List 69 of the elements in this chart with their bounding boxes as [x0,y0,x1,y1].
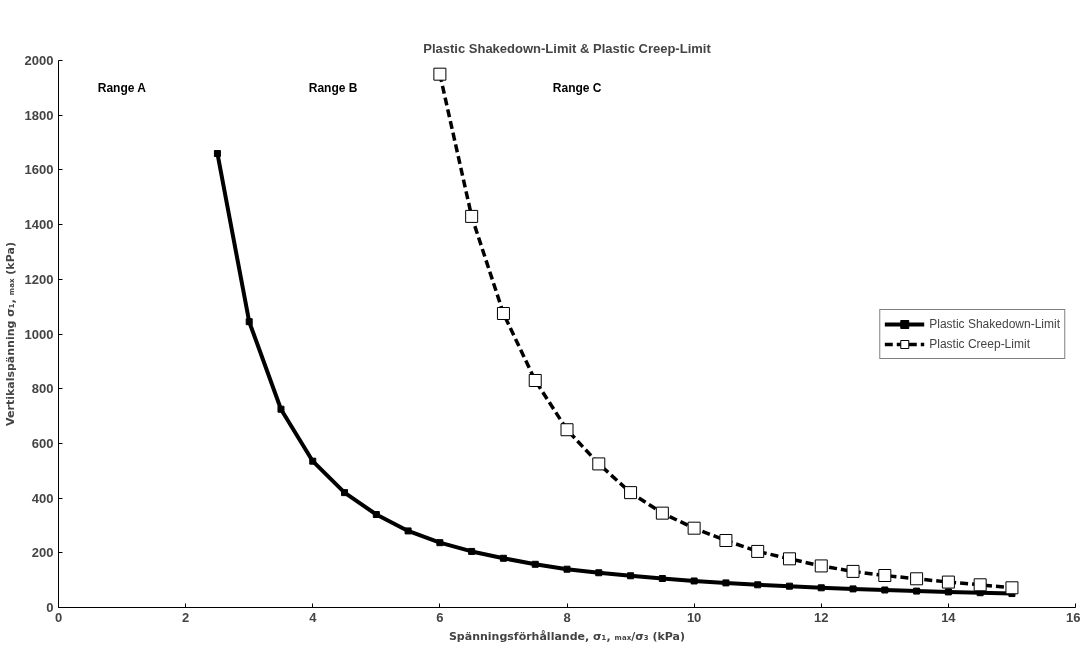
x-tick-label: 6 [436,609,444,625]
point [433,67,447,81]
x-tick-label: 10 [686,609,702,625]
point [973,578,987,592]
point [465,209,479,223]
y-tick-label: 600 [31,435,54,451]
point [309,457,317,465]
x-tick-label: 2 [182,609,190,625]
point [941,575,955,589]
point [881,586,889,594]
y-axis-title: Vertikalspänning σ₁, ₘₐₓ (kPa) [3,242,17,426]
point [913,587,921,595]
x-tick-label: 16 [1066,609,1081,625]
point [719,533,733,547]
point [722,579,730,587]
point [944,588,952,596]
legend-label: Plastic Creep-Limit [929,336,1030,351]
y-tick-label: 1800 [24,107,54,123]
point [277,405,285,413]
point [595,569,603,577]
point [785,582,793,590]
legend-label: Plastic Shakedown-Limit [929,316,1060,331]
point [690,577,698,585]
point [499,554,507,562]
y-tick-label: 1200 [24,271,54,287]
point [245,318,253,326]
y-tick-label: 1000 [24,326,54,342]
point [782,552,796,566]
point [404,527,412,535]
point [372,511,380,519]
point [528,373,542,387]
y-tick-label: 2000 [24,53,54,68]
point [563,565,571,573]
annotation: Range A [97,80,147,95]
annotation: Range B [308,80,358,95]
point [560,423,574,437]
point [910,572,924,586]
point [814,559,828,573]
point [468,547,476,555]
y-tick-label: 1400 [24,217,54,233]
point [655,506,669,520]
chart-title: Plastic Shakedown-Limit & Plastic Creep-Limit [423,40,712,56]
point [846,564,860,578]
point [817,584,825,592]
y-tick-label: 800 [31,381,54,397]
y-tick-label: 400 [31,490,54,506]
point [531,560,539,568]
y-tick-label: 200 [31,545,54,561]
x-axis-title: Spänningsförhållande, σ₁, ₘₐₓ/σ₃ (kPa) [448,629,686,643]
x-tick-label: 4 [309,609,318,625]
x-tick-label: 8 [563,609,571,625]
annotation: Range C [552,80,602,95]
point [213,149,221,157]
point [687,521,701,535]
point [496,306,510,320]
point [624,486,638,500]
point [1005,581,1019,595]
point [627,572,635,580]
point [436,539,444,547]
point [341,489,349,497]
point [878,569,892,582]
x-tick-label: 12 [814,609,829,625]
point [751,544,765,558]
point [849,585,857,593]
y-tick-label: 1600 [24,162,54,178]
point [658,575,666,583]
point [592,457,606,471]
x-tick-label: 14 [941,609,957,625]
point [754,581,762,589]
